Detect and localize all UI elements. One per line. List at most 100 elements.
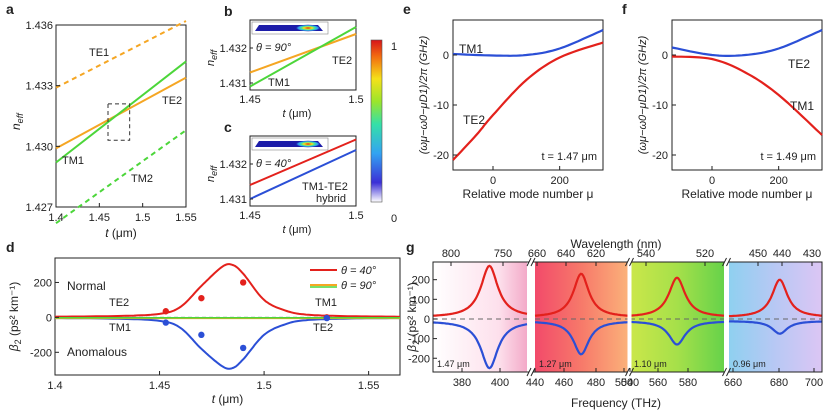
spectrum-segment-bg	[433, 262, 527, 372]
mode-hotspot	[296, 24, 320, 32]
label-te2: TE2	[788, 57, 810, 71]
data-point-blue	[323, 314, 331, 322]
x-tick-label: 0	[490, 175, 496, 187]
series-e-tm1	[452, 29, 604, 57]
top-tick-label: 440	[773, 248, 791, 260]
panel-e-label: e	[403, 1, 411, 17]
x-tick-label: 700	[805, 377, 823, 389]
colorbar-min-label: 0	[391, 213, 397, 225]
axis-break-mark	[530, 367, 536, 377]
series-f-te2	[671, 29, 823, 57]
y-axis-label: (ωμ−ω0−μD1)/2π (GHz)	[637, 35, 649, 154]
beta2-red-curve	[629, 276, 725, 317]
y-tick-label: 100	[412, 294, 430, 306]
panel-b-frame	[249, 19, 357, 91]
legend-label-90: θ = 90°	[341, 280, 377, 292]
x-tick-label: 1.55	[175, 212, 196, 224]
top-tick-label: 750	[494, 248, 512, 260]
y-tick-label: 1.433	[25, 81, 53, 93]
label-tm1: TM1	[62, 155, 84, 167]
theta-label: θ = 90°	[256, 42, 292, 54]
axis-break-mark	[726, 367, 731, 377]
data-point-red	[162, 308, 170, 315]
x-axis-label: t (μm)	[283, 224, 312, 236]
x-axis-label: t (μm)	[212, 392, 244, 406]
spectrum-segment-bg	[535, 262, 629, 372]
top-tick-label: 520	[696, 248, 714, 260]
y-tick-label: -20	[433, 150, 449, 162]
axis-break-mark	[629, 257, 634, 267]
hybrid-label: hybrid	[316, 193, 346, 205]
beta2-blue-curve	[535, 321, 629, 356]
x-tick-label: 1.45	[149, 380, 170, 392]
label-te2: TE2	[313, 322, 333, 334]
colorbar-max-label: 1	[391, 41, 397, 53]
beta2-blue-curve	[433, 321, 528, 370]
panel-b-label: b	[224, 3, 233, 19]
axis-break-mark	[722, 367, 727, 377]
y-tick-label: 0	[46, 312, 52, 324]
label-tm1: TM1	[315, 297, 337, 309]
label-te2: TE2	[109, 297, 129, 309]
x-tick-label: 1.5	[348, 94, 363, 106]
series-f-tm1	[671, 55, 823, 136]
y-axis-label: (ωμ−ω0−μD1)/2π (GHz)	[418, 35, 430, 154]
data-point-red	[239, 279, 247, 286]
label-te2: TE2	[162, 95, 182, 107]
y-axis-label: β2 (ps² km⁻¹)	[7, 282, 23, 353]
beta2-red-curve	[432, 264, 528, 317]
x-tick-label: 0	[709, 175, 715, 187]
axis-break-gap	[627, 260, 632, 374]
series-e-te2	[452, 41, 604, 161]
y-tick-label: 1.432	[219, 159, 247, 171]
mode-hotspot	[296, 140, 320, 148]
axis-break-gap	[529, 260, 533, 374]
x-tick-label: 1.45	[239, 210, 260, 222]
anomalous-label: Anomalous	[67, 345, 127, 359]
x-tick-label: 480	[587, 377, 605, 389]
axis-break-mark	[726, 257, 731, 267]
label-tm1: TM1	[109, 322, 131, 334]
y-axis-label: neff	[205, 48, 219, 66]
x-tick-label: 1.4	[48, 212, 63, 224]
x-tick-label: 680	[770, 377, 788, 389]
data-point-blue	[198, 331, 205, 339]
series-b-te2	[249, 33, 357, 74]
panel-a-label: a	[6, 1, 14, 17]
y-tick-label: -10	[433, 100, 449, 112]
top-tick-label: 640	[557, 248, 575, 260]
y-tick-label: 1.427	[25, 202, 53, 214]
thickness-label: t = 1.47 μm	[541, 151, 597, 163]
zoom-box	[107, 103, 131, 141]
x-tick-label: 400	[491, 377, 509, 389]
thickness-label: 0.96 μm	[733, 359, 766, 369]
y-tick-label: -200	[30, 347, 52, 359]
y-axis-label: β2 (ps² km⁻¹)	[405, 282, 421, 353]
y-tick-label: 1.432	[219, 43, 247, 55]
y-tick-label: 200	[34, 277, 52, 289]
panel-d-label: d	[6, 239, 15, 255]
x-tick-label: 500	[615, 377, 633, 389]
label-te1: TE1	[89, 47, 109, 59]
y-axis-label: neff	[205, 164, 219, 182]
hybrid-label: TM1-TE2	[302, 181, 348, 193]
label-tm1: TM1	[790, 99, 814, 113]
axis-break-mark	[530, 257, 536, 267]
thickness-label: 1.47 μm	[437, 359, 470, 369]
y-tick-label: -10	[652, 100, 668, 112]
x-tick-label: 1.45	[239, 94, 260, 106]
x-tick-label: 200	[550, 175, 568, 187]
y-tick-label: -100	[408, 334, 430, 346]
axis-break-gap	[724, 260, 729, 374]
y-tick-label: 1.431	[219, 194, 247, 206]
thickness-label: 1.10 μm	[634, 359, 667, 369]
top-tick-label: 540	[637, 248, 655, 260]
y-tick-label: 0	[443, 50, 449, 62]
x-tick-label: 1.55	[358, 380, 379, 392]
x-tick-label: 1.5	[256, 380, 271, 392]
x-tick-label: 440	[526, 377, 544, 389]
label-te2: TE2	[332, 55, 352, 67]
x-axis-label: t (μm)	[105, 226, 137, 240]
beta2-blue-curve	[629, 320, 725, 346]
panel-c-label: c	[224, 119, 232, 135]
